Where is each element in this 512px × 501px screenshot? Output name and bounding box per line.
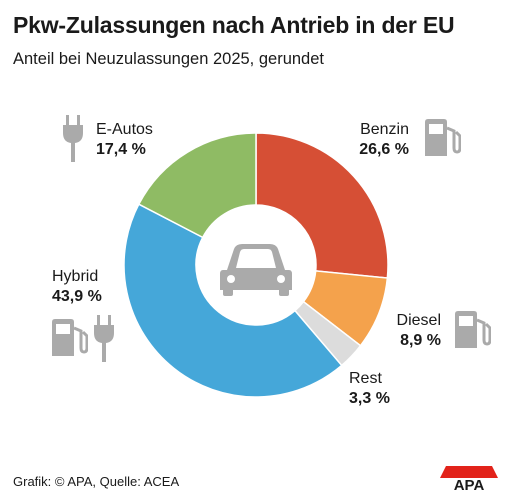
plug-icon xyxy=(94,315,114,362)
label-diesel: Diesel 8,9 % xyxy=(397,311,441,351)
fuel-pump-icon xyxy=(52,319,88,356)
label-rest: Rest 3,3 % xyxy=(349,369,390,409)
apa-logo-text: APA xyxy=(454,477,485,492)
footer-source: Grafik: © APA, Quelle: ACEA xyxy=(13,474,180,489)
label-diesel-value: 8,9 % xyxy=(400,332,441,349)
label-benzin-name: Benzin xyxy=(360,121,409,138)
label-hybrid-value: 43,9 % xyxy=(52,288,102,305)
slice-hybrid xyxy=(123,203,343,398)
car-icon xyxy=(220,244,292,296)
chart-title: Pkw-Zulassungen nach Antrieb in der EU xyxy=(13,12,455,38)
label-hybrid: Hybrid 43,9 % xyxy=(52,267,102,307)
plug-icon xyxy=(63,115,83,162)
chart-subtitle: Anteil bei Neuzulassungen 2025, gerundet xyxy=(13,50,324,68)
label-benzin-value: 26,6 % xyxy=(359,141,409,158)
apa-logo: APA xyxy=(440,466,498,492)
label-hybrid-name: Hybrid xyxy=(52,268,99,285)
label-eautos: E-Autos 17,4 % xyxy=(96,120,153,160)
fuel-pump-icon xyxy=(425,119,461,156)
label-benzin: Benzin 26,6 % xyxy=(359,120,409,160)
label-rest-name: Rest xyxy=(349,370,382,387)
label-eautos-value: 17,4 % xyxy=(96,141,146,158)
label-eautos-name: E-Autos xyxy=(96,121,153,138)
label-rest-value: 3,3 % xyxy=(349,390,390,407)
label-diesel-name: Diesel xyxy=(396,312,441,329)
slice-benzin xyxy=(255,132,389,279)
slice-e-autos xyxy=(137,132,257,239)
fuel-pump-icon xyxy=(455,311,491,348)
